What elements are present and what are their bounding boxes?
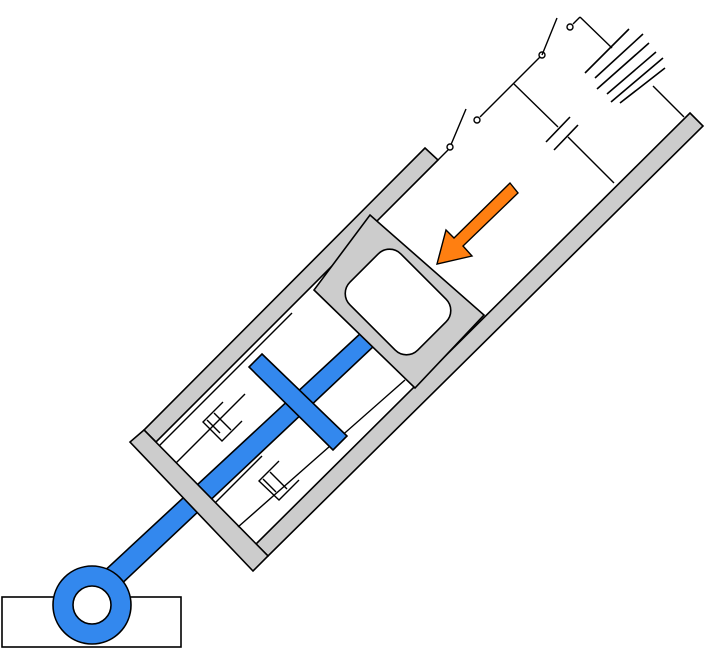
housing-lower-wall — [254, 111, 705, 558]
capacitor-plate-2 — [553, 124, 579, 151]
wire-to-battery — [572, 16, 581, 25]
wire-battery-top — [579, 16, 613, 49]
switch-2-contact-b — [566, 23, 574, 31]
dashpot-lower — [257, 460, 300, 501]
circuit — [437, 16, 685, 184]
capacitor-plate-1 — [545, 116, 571, 143]
wire-switch-switch — [479, 56, 541, 118]
dashpot-upper — [202, 401, 243, 442]
pivot-eye-hole — [72, 585, 112, 625]
wire-battery-housing — [652, 85, 685, 118]
guide-line-top — [158, 312, 293, 447]
piston-chamber — [344, 248, 452, 356]
wire-cap-left — [513, 83, 559, 128]
switch-1-contact-b — [473, 116, 481, 124]
housing-end-cap — [128, 428, 270, 573]
force-arrow — [436, 181, 519, 265]
guide-line-bottom — [237, 379, 406, 528]
battery-cell-6 — [619, 67, 666, 104]
switch-2-blade — [541, 17, 558, 56]
guide-line-bottom-inner — [214, 455, 263, 504]
switch-1-blade — [449, 108, 467, 148]
battery-cell-5 — [610, 57, 664, 103]
battery-cell-1 — [584, 28, 630, 74]
guide-line-top-inner — [175, 393, 246, 464]
wire-housing-switch — [437, 149, 449, 161]
rod-cross-plate — [247, 352, 349, 452]
battery-cell-3 — [596, 42, 650, 90]
wire-cap-right — [567, 136, 615, 184]
battery-cell-4 — [606, 51, 657, 95]
battery-cell-2 — [594, 33, 644, 79]
switch-1-contact-a — [446, 143, 454, 151]
